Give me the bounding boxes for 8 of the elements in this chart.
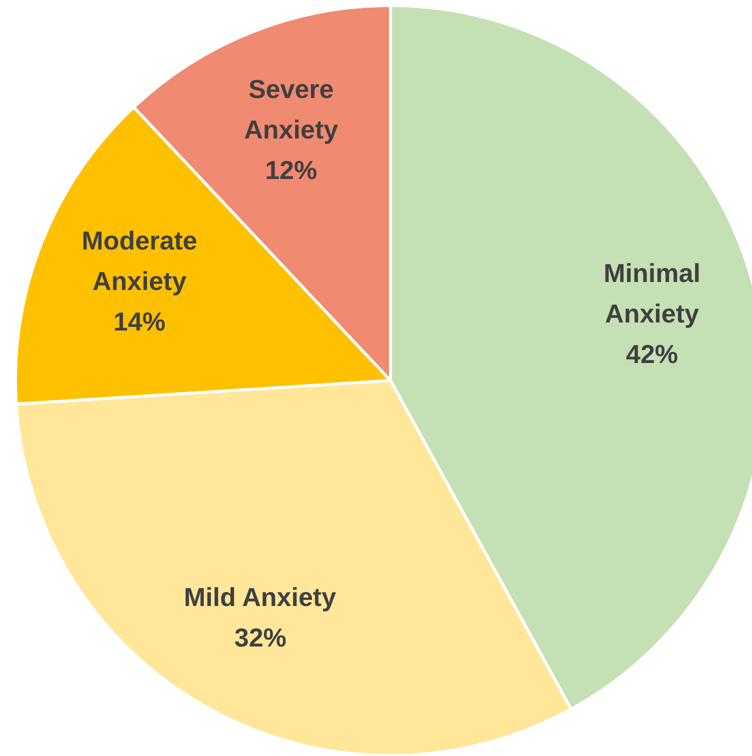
data-label: 32%: [234, 622, 286, 652]
data-label: 42%: [626, 338, 678, 369]
slice-label: Mild Anxiety: [184, 582, 337, 612]
slice-label: Moderate Anxiety: [82, 226, 198, 296]
slice-label: Minimal Anxiety: [604, 258, 700, 328]
data-label: 14%: [113, 306, 166, 337]
data-label: 12%: [265, 154, 318, 185]
slice-label: Severe Anxiety: [244, 74, 339, 144]
